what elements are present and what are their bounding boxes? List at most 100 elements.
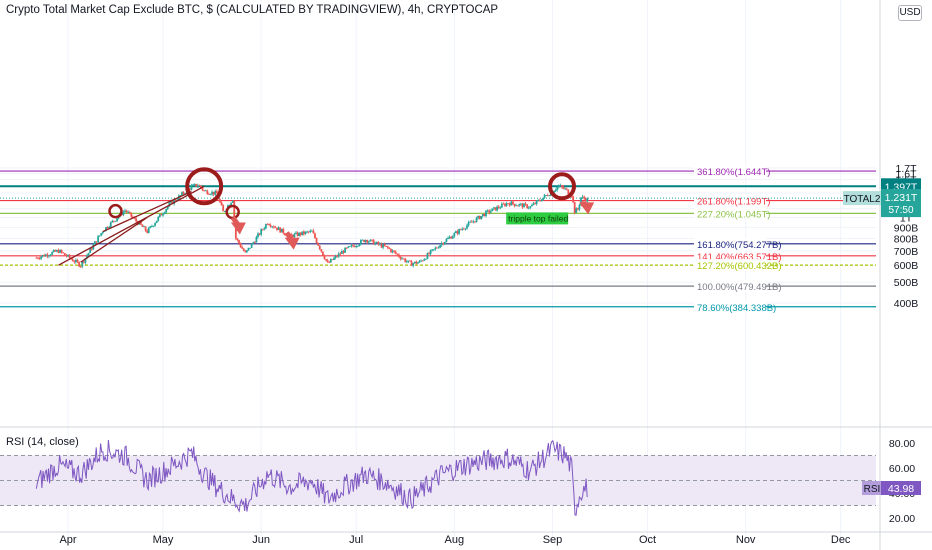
price-candle — [493, 207, 495, 209]
price-candle — [531, 205, 533, 207]
price-candle — [474, 221, 476, 223]
price-candle — [497, 206, 500, 208]
price-candle — [322, 251, 324, 256]
price-candle — [215, 191, 218, 194]
price-candle — [358, 244, 361, 246]
price-candle — [439, 245, 441, 248]
fib-label-bg — [694, 249, 766, 262]
price-candle — [580, 197, 582, 205]
price-candle — [209, 194, 212, 196]
price-candle — [532, 203, 535, 206]
price-candle — [336, 255, 339, 257]
price-candle — [75, 259, 77, 263]
price-candle — [220, 202, 223, 206]
price-candle — [59, 250, 61, 253]
price-candle — [524, 203, 527, 205]
down-arrow-head — [579, 202, 595, 215]
price-candle — [443, 242, 446, 245]
price-candle — [355, 246, 358, 248]
price-candle — [291, 234, 294, 238]
price-candle — [298, 232, 301, 236]
annotation-box — [506, 212, 569, 225]
price-candle — [407, 260, 410, 262]
price-candle — [491, 208, 494, 212]
rsi-line — [35, 439, 588, 516]
price-candle — [451, 236, 454, 239]
rsi-series — [35, 439, 588, 516]
price-candle — [76, 259, 79, 262]
price-candle — [113, 220, 115, 222]
price-candle — [540, 200, 543, 202]
price-candle — [151, 226, 153, 227]
price-candle — [230, 202, 232, 206]
price-candle — [60, 250, 63, 253]
price-candle — [507, 203, 510, 205]
price-candle — [402, 258, 405, 260]
price-candle — [331, 259, 334, 260]
price-candle — [396, 253, 399, 255]
currency-button[interactable]: USD — [898, 5, 922, 21]
price-candle — [152, 225, 155, 227]
price-candle — [247, 247, 250, 251]
price-candle — [109, 222, 112, 228]
price-candle — [586, 198, 589, 202]
price-candle — [583, 196, 586, 199]
price-tick-label: 600B — [894, 260, 919, 272]
price-candle — [100, 233, 103, 236]
price-candle — [424, 258, 427, 260]
time-tick-label: Jun — [252, 534, 270, 546]
price-candle — [208, 193, 210, 195]
price-candle — [469, 221, 472, 223]
price-candle — [301, 231, 304, 235]
price-candle — [420, 260, 422, 262]
price-candle — [203, 190, 206, 192]
price-candle — [352, 245, 354, 247]
price-candle — [296, 232, 299, 236]
price-candle — [333, 257, 335, 260]
price-candle — [383, 244, 386, 247]
price-candle — [567, 189, 570, 194]
price-candle — [196, 185, 199, 187]
price-tick-label: 800B — [894, 233, 919, 245]
price-candle — [510, 201, 513, 206]
price-candle — [348, 246, 351, 247]
price-candle — [128, 212, 131, 213]
price-candle — [404, 258, 407, 262]
price-candle — [466, 225, 468, 229]
rsi-indicator-title[interactable]: RSI (14, close) — [6, 436, 79, 448]
price-candle — [515, 205, 517, 207]
price-candle — [160, 214, 163, 216]
price-candle — [163, 212, 166, 214]
price-candle — [455, 231, 457, 234]
fib-label-bg — [694, 207, 766, 220]
price-candle — [447, 237, 449, 240]
price-candle — [334, 255, 337, 258]
price-candle — [304, 231, 307, 235]
price-candle — [130, 212, 133, 217]
rsi-tick-label: 60.00 — [889, 463, 915, 475]
fib-level-label: 227.20%(1.045T) — [697, 209, 770, 220]
price-candle — [475, 217, 478, 223]
price-candle — [52, 250, 55, 252]
price-candle — [431, 249, 434, 251]
price-candle — [496, 206, 498, 211]
top-circle-marker — [548, 172, 576, 201]
price-candle — [341, 251, 343, 254]
price-candle — [417, 262, 419, 264]
top-circle-marker — [225, 204, 240, 220]
price-candle — [564, 188, 567, 190]
price-candle — [182, 192, 185, 194]
price-candle — [62, 252, 65, 254]
price-candle — [356, 245, 359, 247]
rsi-value-label: 43.98 — [888, 483, 914, 495]
price-candle — [98, 235, 101, 237]
price-candle — [293, 233, 296, 238]
price-candle — [144, 226, 147, 231]
price-candle — [51, 251, 54, 255]
price-candle — [361, 239, 364, 241]
price-candle — [372, 239, 375, 245]
price-candle — [326, 260, 329, 263]
price-candle — [527, 207, 530, 209]
price-candle — [193, 183, 196, 185]
